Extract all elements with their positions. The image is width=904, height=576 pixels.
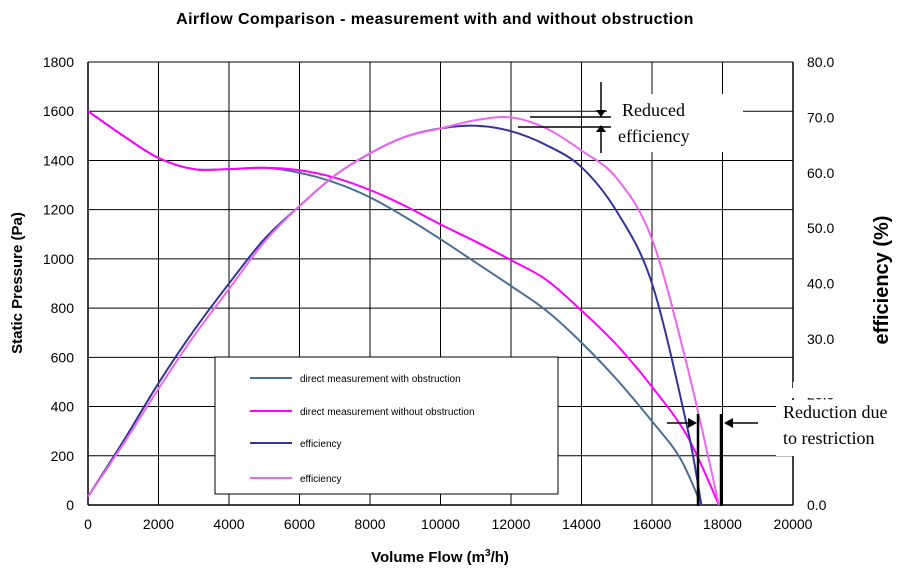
x-tick-label: 20000 bbox=[774, 516, 813, 532]
y-right-tick-label: 50.0 bbox=[807, 220, 834, 236]
y-axis-label-left: Static Pressure (Pa) bbox=[9, 212, 26, 354]
annotation-arrowhead bbox=[596, 125, 606, 132]
y-axis-label-right: efficiency (%) bbox=[871, 216, 893, 345]
y-right-tick-label: 0.0 bbox=[807, 497, 827, 513]
y-right-tick-label: 30.0 bbox=[807, 331, 834, 347]
y-left-tick-label: 1600 bbox=[43, 103, 74, 119]
annotation-arrowhead bbox=[724, 418, 733, 428]
y-left-tick-label: 1400 bbox=[43, 152, 74, 168]
y-left-tick-label: 200 bbox=[51, 448, 75, 464]
y-right-tick-label: 70.0 bbox=[807, 109, 834, 125]
x-axis-label-main: Volume Flow (m bbox=[371, 549, 485, 566]
right-axis-label-mask bbox=[788, 388, 836, 398]
legend: direct measurement with obstruction direc… bbox=[214, 356, 559, 495]
annotations: Reduced efficiency Reduction due to restric… bbox=[518, 82, 904, 506]
legend-box bbox=[214, 356, 559, 495]
axes: 0 2000 4000 6000 8000 10000 12000 14000 16000 180… bbox=[43, 54, 836, 532]
annotation-reduced-efficiency-line2: efficiency bbox=[618, 126, 690, 146]
annotation-arrowhead bbox=[596, 110, 606, 117]
y-right-tick-label: 60.0 bbox=[807, 165, 834, 181]
x-tick-label: 10000 bbox=[421, 516, 460, 532]
x-tick-label: 6000 bbox=[284, 516, 315, 532]
annotation-reduction-line1: Reduction due bbox=[783, 402, 887, 422]
x-axis-label: Volume Flow (m3/h) bbox=[371, 548, 509, 566]
series-line-without-obstruction bbox=[87, 110, 720, 506]
x-tick-label: 16000 bbox=[633, 516, 672, 532]
x-tick-label: 18000 bbox=[703, 516, 742, 532]
x-axis-label-sup: 3 bbox=[485, 548, 491, 559]
y-right-tick-label: 80.0 bbox=[807, 54, 834, 70]
x-tick-label: 2000 bbox=[143, 516, 174, 532]
chart-title: Airflow Comparison - measurement with an… bbox=[176, 11, 694, 28]
legend-entry-efficiency-unobstructed-label: efficiency bbox=[300, 474, 342, 485]
annotation-arrowhead bbox=[688, 418, 697, 428]
legend-entry-without-obstruction-label: direct measurement without obstruction bbox=[300, 407, 475, 418]
y-left-tick-label: 1000 bbox=[43, 251, 74, 267]
labels: Airflow Comparison - measurement with an… bbox=[9, 11, 893, 566]
right-tick-mask bbox=[793, 382, 798, 394]
y-right-tick-label: 40.0 bbox=[807, 276, 834, 292]
y-left-tick-label: 0 bbox=[66, 497, 74, 513]
x-tick-label: 14000 bbox=[562, 516, 601, 532]
y-left-tick-label: 400 bbox=[51, 399, 75, 415]
series-line-efficiency-unobstructed bbox=[87, 115, 720, 506]
x-tick-label: 4000 bbox=[213, 516, 244, 532]
y-left-tick-label: 600 bbox=[51, 349, 75, 365]
legend-entry-efficiency-obstructed-label: efficiency bbox=[300, 439, 342, 450]
annotation-box-reduced-efficiency bbox=[607, 94, 743, 152]
annotation-box-reduction bbox=[776, 400, 904, 456]
y-left-tick-label: 1800 bbox=[43, 54, 74, 70]
x-axis-label-tail: /h) bbox=[491, 549, 509, 566]
annotation-reduction-line2: to restriction bbox=[783, 428, 874, 448]
y-left-tick-label: 1200 bbox=[43, 202, 74, 218]
y-left-tick-label: 800 bbox=[51, 300, 75, 316]
x-tick-label: 12000 bbox=[492, 516, 531, 532]
annotation-reduced-efficiency-line1: Reduced bbox=[622, 100, 685, 120]
series-layer bbox=[87, 110, 720, 506]
legend-entry-with-obstruction-label: direct measurement with obstruction bbox=[300, 374, 461, 385]
x-tick-label: 0 bbox=[84, 516, 92, 532]
x-tick-label: 8000 bbox=[354, 516, 385, 532]
